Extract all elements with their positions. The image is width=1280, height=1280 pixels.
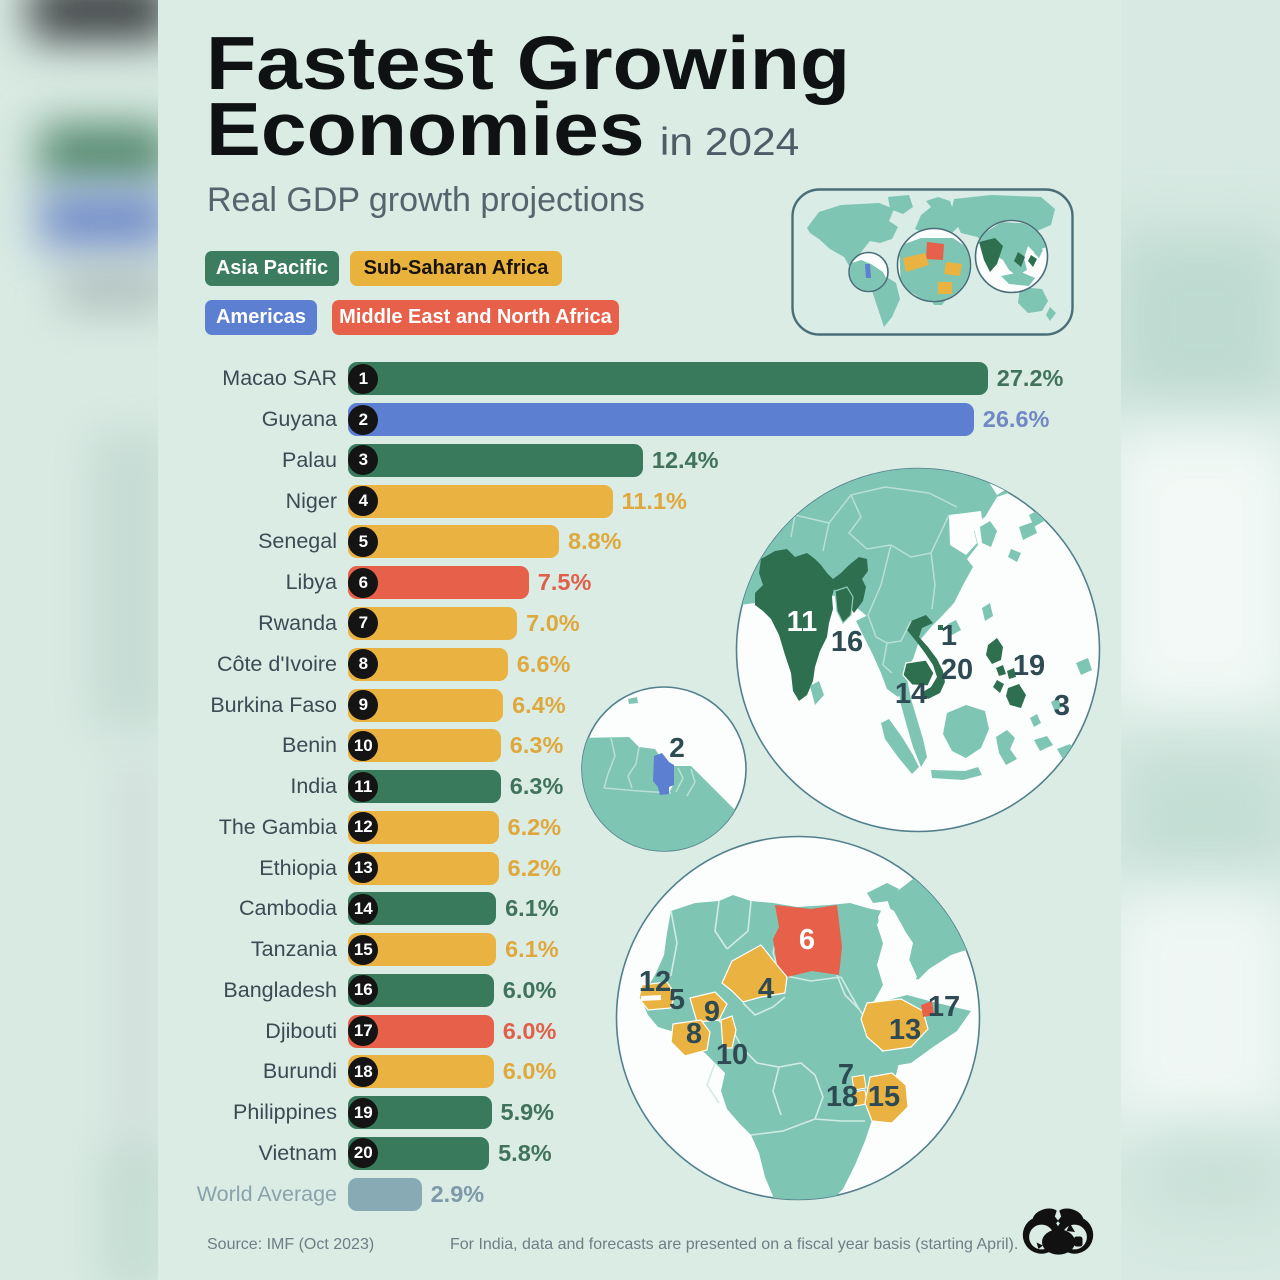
svg-text:1: 1 (941, 620, 957, 652)
svg-text:13: 13 (889, 1014, 921, 1046)
svg-text:10: 10 (716, 1039, 748, 1071)
svg-text:2: 2 (669, 732, 685, 763)
svg-text:11: 11 (787, 606, 818, 638)
svg-text:7: 7 (838, 1059, 854, 1091)
svg-text:8: 8 (686, 1018, 702, 1050)
svg-text:9: 9 (704, 996, 720, 1028)
svg-text:19: 19 (1013, 650, 1045, 682)
svg-text:15: 15 (868, 1081, 900, 1113)
svg-text:16: 16 (831, 626, 863, 658)
svg-text:3: 3 (1054, 690, 1070, 722)
svg-text:14: 14 (895, 678, 927, 710)
svg-text:17: 17 (928, 991, 960, 1023)
svg-text:4: 4 (758, 973, 774, 1005)
svg-text:5: 5 (669, 984, 685, 1016)
svg-text:12: 12 (639, 966, 671, 998)
svg-text:6: 6 (799, 924, 815, 956)
svg-text:20: 20 (941, 654, 973, 686)
svg-text:18: 18 (826, 1081, 858, 1113)
